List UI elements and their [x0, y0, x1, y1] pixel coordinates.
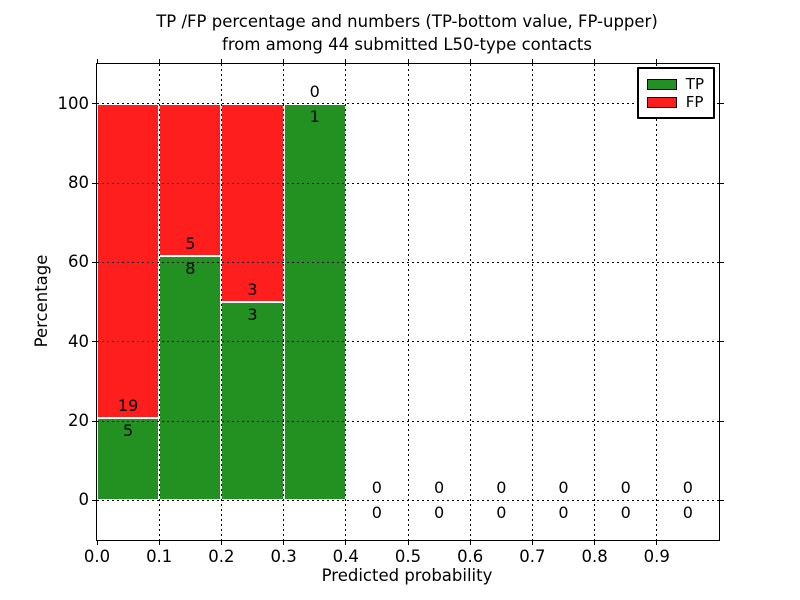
x-tick-mark-top: [283, 59, 285, 64]
x-tick-mark-top: [531, 59, 533, 64]
y-tick-mark: [92, 261, 97, 263]
tp-count-label: 1: [309, 106, 320, 126]
gridline-vertical: [407, 64, 409, 540]
legend-item-tp: TP: [646, 75, 704, 93]
bar-tp-segment: [159, 256, 222, 501]
tp-count-label: 0: [496, 503, 507, 523]
legend-item-fp: FP: [646, 93, 704, 111]
tp-count-label: 0: [620, 503, 631, 523]
bar-fp-segment: [159, 103, 222, 257]
x-tick-label: 0.2: [208, 547, 235, 566]
gridline-vertical: [220, 64, 222, 540]
x-tick-label: 0.7: [519, 547, 546, 566]
plot-area: 19 5 5 8 3 3 0 1 0 0 0 0 0 0 0 0 0 0 0 0 0.0 0.1 0.2 0.3 0.4 0.5 0…: [58, 59, 724, 566]
y-tick-mark-right: [719, 420, 724, 422]
y-tick-mark-right: [719, 499, 724, 501]
fp-count-label: 3: [247, 280, 258, 299]
x-tick-mark-top: [158, 59, 160, 64]
fp-count-label: 0: [620, 478, 631, 498]
bar-fp-segment: [221, 103, 284, 302]
chart-title-line1: TP /FP percentage and numbers (TP-bottom…: [156, 12, 658, 31]
fp-count-label: 19: [117, 395, 139, 415]
y-tick-mark-right: [719, 103, 724, 105]
x-tick-label: 0.4: [332, 547, 359, 566]
y-tick-label: 60: [68, 252, 89, 272]
x-tick-mark-top: [220, 59, 222, 64]
y-tick-label: 80: [68, 173, 89, 192]
chart-title-line2: from among 44 submitted L50-type contact…: [222, 35, 592, 54]
y-tick-label: 40: [68, 331, 89, 351]
x-tick-label: 0.6: [457, 547, 484, 566]
tp-count-label: 0: [682, 503, 693, 523]
y-tick-label: 100: [57, 93, 90, 113]
y-tick-mark-right: [719, 261, 724, 263]
x-tick-mark: [283, 540, 285, 545]
gridline-vertical: [531, 64, 533, 540]
y-tick-mark: [92, 420, 97, 422]
x-tick-mark: [407, 540, 409, 545]
x-tick-mark: [345, 540, 347, 545]
y-tick-mark: [92, 103, 97, 105]
legend-label: FP: [685, 93, 704, 111]
x-tick-label: 0.5: [394, 547, 422, 566]
tp-count-label: 3: [247, 305, 258, 324]
x-tick-mark: [96, 540, 98, 545]
y-tick-mark: [92, 499, 97, 501]
x-tick-mark-top: [96, 59, 98, 64]
y-tick-mark-right: [719, 341, 724, 343]
gridline-vertical: [158, 64, 160, 540]
x-tick-mark: [531, 540, 533, 545]
gridline-vertical: [656, 64, 658, 540]
x-tick-label: 0.0: [83, 547, 111, 566]
legend-label: TP: [685, 75, 704, 93]
x-tick-mark: [220, 540, 222, 545]
y-tick-label: 20: [68, 411, 89, 430]
fp-count-label: 5: [185, 234, 196, 254]
tp-count-label: 5: [123, 420, 134, 440]
gridline-vertical: [283, 64, 285, 540]
x-tick-mark-top: [594, 59, 596, 64]
x-tick-label: 0.9: [643, 547, 670, 566]
x-tick-mark-top: [656, 59, 658, 64]
tp-count-label: 0: [434, 503, 445, 523]
bar-tp-segment: [221, 302, 284, 501]
x-tick-mark-top: [469, 59, 471, 64]
tp-count-label: 8: [185, 259, 196, 279]
fp-count-label: 0: [309, 81, 320, 101]
x-tick-mark: [469, 540, 471, 545]
tp-count-label: 0: [371, 503, 382, 523]
tp-count-label: 0: [558, 503, 569, 523]
y-tick-mark-right: [719, 182, 724, 184]
fp-count-label: 0: [558, 478, 569, 498]
x-axis-label: Predicted probability: [321, 566, 493, 585]
fp-count-label: 0: [496, 478, 507, 498]
x-tick-mark: [158, 540, 160, 545]
fp-count-label: 0: [434, 478, 445, 498]
gridline-vertical: [345, 64, 347, 540]
gridline-vertical: [594, 64, 596, 540]
x-tick-mark: [656, 540, 658, 545]
x-tick-mark-top: [407, 59, 409, 64]
legend-swatch-tp: [646, 78, 677, 90]
legend: TP FP: [636, 67, 715, 119]
bar-tp-segment: [97, 417, 160, 501]
chart-title: TP /FP percentage and numbers (TP-bottom…: [96, 10, 718, 56]
gridline-vertical: [469, 64, 471, 540]
fp-count-label: 0: [371, 478, 382, 498]
x-tick-mark-top: [345, 59, 347, 64]
bar-fp-segment: [97, 103, 160, 418]
bar-tp-segment: [283, 103, 346, 501]
x-tick-mark: [594, 540, 596, 545]
y-tick-mark: [92, 182, 97, 184]
fp-count-label: 0: [682, 478, 693, 498]
x-tick-label: 0.8: [581, 547, 608, 566]
y-tick-label: 0: [78, 490, 90, 510]
y-tick-mark: [92, 341, 97, 343]
x-tick-label: 0.1: [146, 547, 173, 566]
x-tick-label: 0.3: [270, 547, 297, 566]
legend-swatch-fp: [646, 96, 677, 108]
